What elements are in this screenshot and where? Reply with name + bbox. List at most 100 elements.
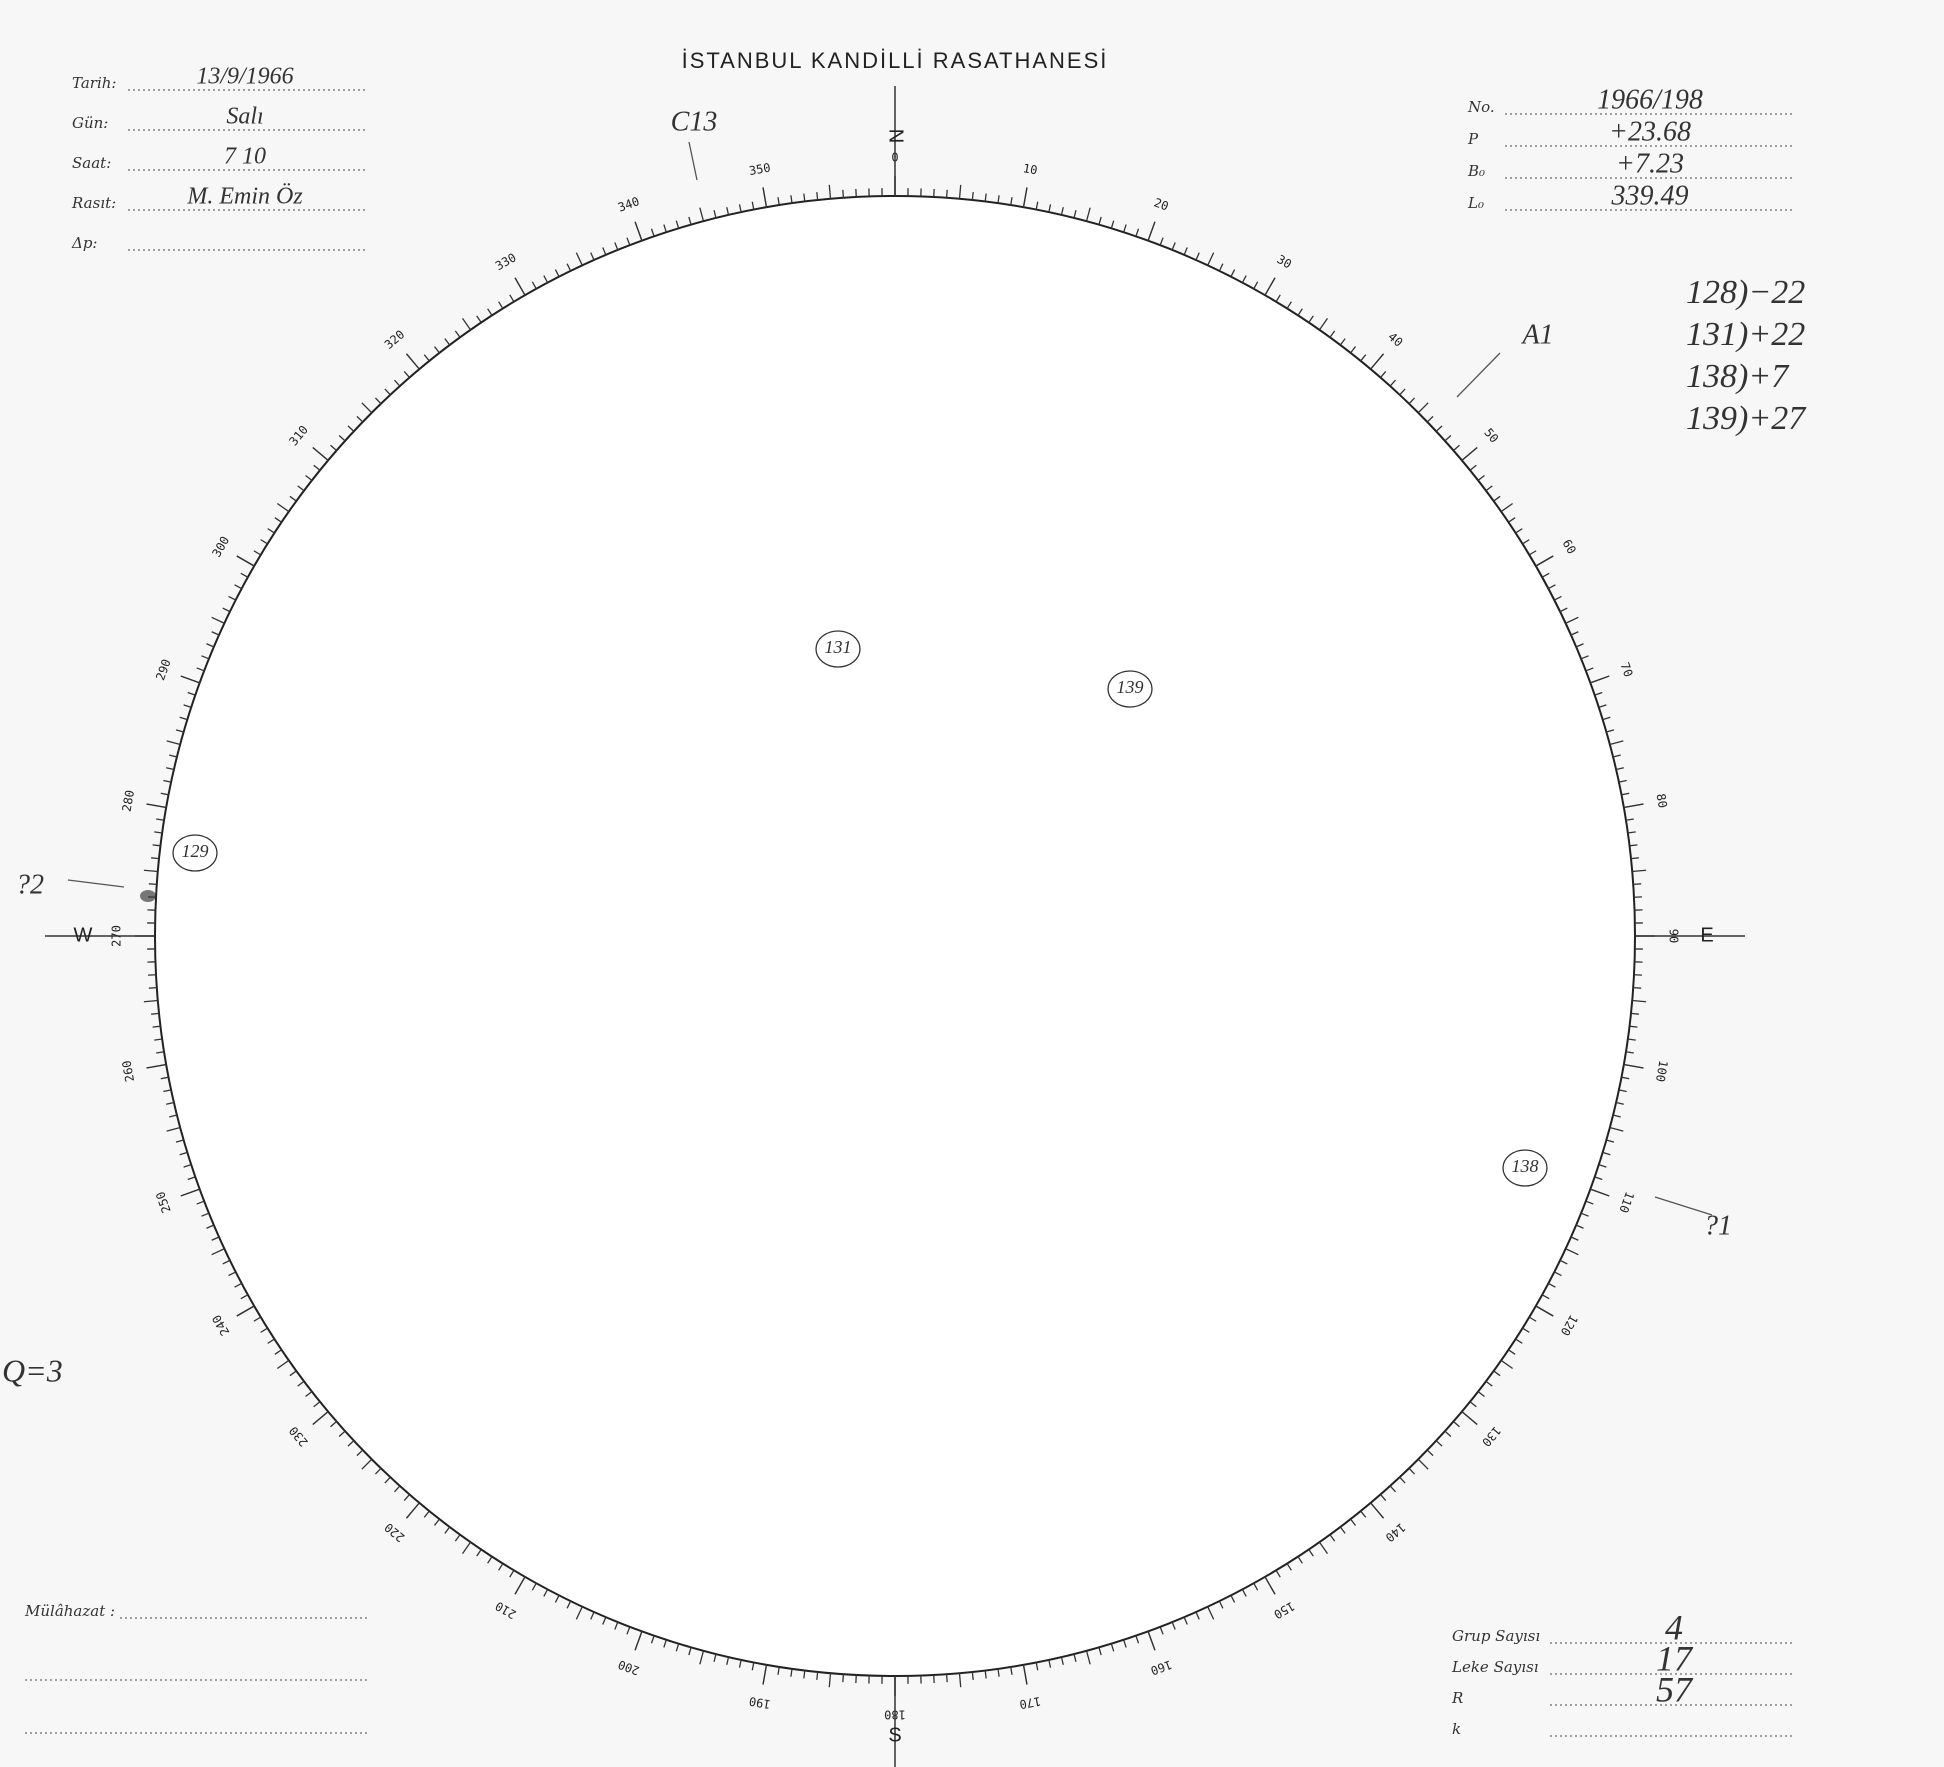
- degree-tick: [1035, 201, 1039, 210]
- degree-tick: [1060, 1656, 1064, 1665]
- note: 139)+27: [1686, 400, 1807, 437]
- degree-tick: [1308, 1549, 1314, 1557]
- degree-tick: [1500, 1359, 1514, 1370]
- degree-tick: [543, 275, 549, 283]
- degree-tick: [169, 754, 178, 758]
- degree-tick: [1625, 1051, 1634, 1054]
- degree-tick: [1485, 485, 1493, 492]
- degree-tick: [1500, 502, 1514, 513]
- scale-label: 190: [748, 1694, 772, 1712]
- degree-tick: [971, 1671, 974, 1680]
- degree-tick: [1399, 388, 1406, 396]
- degree-tick: [1554, 595, 1562, 601]
- scale-label: 280: [120, 789, 138, 813]
- scale-label: 20: [1152, 195, 1170, 213]
- degree-tick: [240, 1294, 249, 1300]
- scale-tick: [1623, 1063, 1644, 1069]
- scale-tick: [180, 675, 200, 684]
- degree-tick: [148, 986, 157, 989]
- degree-tick: [984, 1670, 987, 1679]
- degree-tick: [1606, 1139, 1615, 1143]
- degree-tick: [1627, 831, 1636, 834]
- degree-tick: [330, 1420, 337, 1428]
- degree-tick: [1548, 584, 1556, 590]
- degree-tick: [1417, 1458, 1429, 1470]
- degree-tick: [151, 1012, 160, 1015]
- degree-tick: [1627, 1038, 1636, 1041]
- degree-tick: [726, 207, 730, 216]
- degree-tick: [1230, 1595, 1236, 1603]
- degree-tick: [663, 224, 667, 233]
- degree-tick: [1035, 1662, 1039, 1671]
- degree-tick: [1522, 1327, 1530, 1333]
- scale-label: 70: [1618, 661, 1636, 679]
- degree-tick: [554, 269, 560, 277]
- group-circle: [172, 834, 218, 872]
- degree-tick: [305, 1391, 313, 1398]
- degree-tick: [602, 1616, 607, 1625]
- scale-label: 160: [1149, 1657, 1174, 1678]
- scale-tick: [1147, 1631, 1156, 1651]
- degree-tick: [816, 1671, 819, 1680]
- degree-tick: [154, 831, 163, 834]
- field-value: 13/9/1966: [196, 64, 293, 90]
- degree-tick: [650, 228, 655, 237]
- param-label: No.: [1467, 98, 1495, 116]
- scale-tick: [514, 277, 526, 296]
- scale-tick: [146, 1063, 167, 1069]
- field-label: Δp:: [71, 234, 98, 252]
- degree-tick: [160, 1076, 169, 1080]
- degree-tick: [1171, 1621, 1176, 1630]
- degree-tick: [267, 528, 275, 534]
- group-label: 138: [1512, 1156, 1539, 1176]
- degree-tick: [1230, 269, 1236, 277]
- degree-tick: [222, 1259, 231, 1265]
- param-value: +7.23: [1616, 148, 1684, 179]
- degree-tick: [297, 485, 305, 492]
- degree-tick: [675, 220, 680, 229]
- degree-tick: [260, 539, 268, 545]
- degree-tick: [187, 1176, 196, 1181]
- degree-tick: [498, 1563, 504, 1571]
- degree-tick: [626, 237, 631, 246]
- degree-tick: [1085, 207, 1091, 222]
- degree-tick: [1559, 1259, 1568, 1265]
- scale-label: 250: [153, 1190, 174, 1215]
- degree-tick: [777, 1666, 780, 1675]
- degree-tick: [454, 330, 461, 338]
- degree-tick: [1073, 1653, 1077, 1662]
- marker-label: C13: [671, 106, 718, 137]
- degree-tick: [1477, 1391, 1485, 1398]
- field-value: 7 10: [224, 144, 266, 170]
- degree-tick: [803, 1670, 806, 1679]
- degree-tick: [803, 193, 806, 202]
- degree-tick: [1253, 281, 1259, 290]
- degree-tick: [476, 1549, 482, 1557]
- degree-tick: [222, 607, 231, 613]
- degree-tick: [1629, 1025, 1638, 1028]
- degree-tick: [276, 502, 290, 513]
- degree-tick: [160, 792, 169, 796]
- degree-tick: [1565, 1248, 1579, 1256]
- degree-tick: [1508, 517, 1516, 523]
- degree-tick: [531, 281, 537, 290]
- marker-label: ?1: [1704, 1210, 1732, 1241]
- param-label: B₀: [1467, 162, 1485, 180]
- degree-tick: [1123, 1639, 1127, 1648]
- count-label: Leke Sayısı: [1451, 1658, 1539, 1676]
- degree-tick: [228, 1271, 236, 1277]
- degree-tick: [1515, 1338, 1523, 1344]
- degree-tick: [276, 1359, 290, 1370]
- degree-tick: [828, 184, 832, 199]
- degree-tick: [196, 1200, 205, 1205]
- scale-tick: [1623, 803, 1644, 809]
- degree-tick: [1379, 1494, 1387, 1501]
- degree-tick: [1048, 204, 1052, 213]
- marker-label: A1: [1520, 319, 1553, 350]
- degree-tick: [1612, 754, 1621, 758]
- degree-tick: [1135, 228, 1140, 237]
- degree-tick: [790, 195, 793, 204]
- degree-tick: [1493, 495, 1501, 502]
- degree-tick: [1615, 767, 1624, 771]
- scale-tick: [405, 353, 420, 370]
